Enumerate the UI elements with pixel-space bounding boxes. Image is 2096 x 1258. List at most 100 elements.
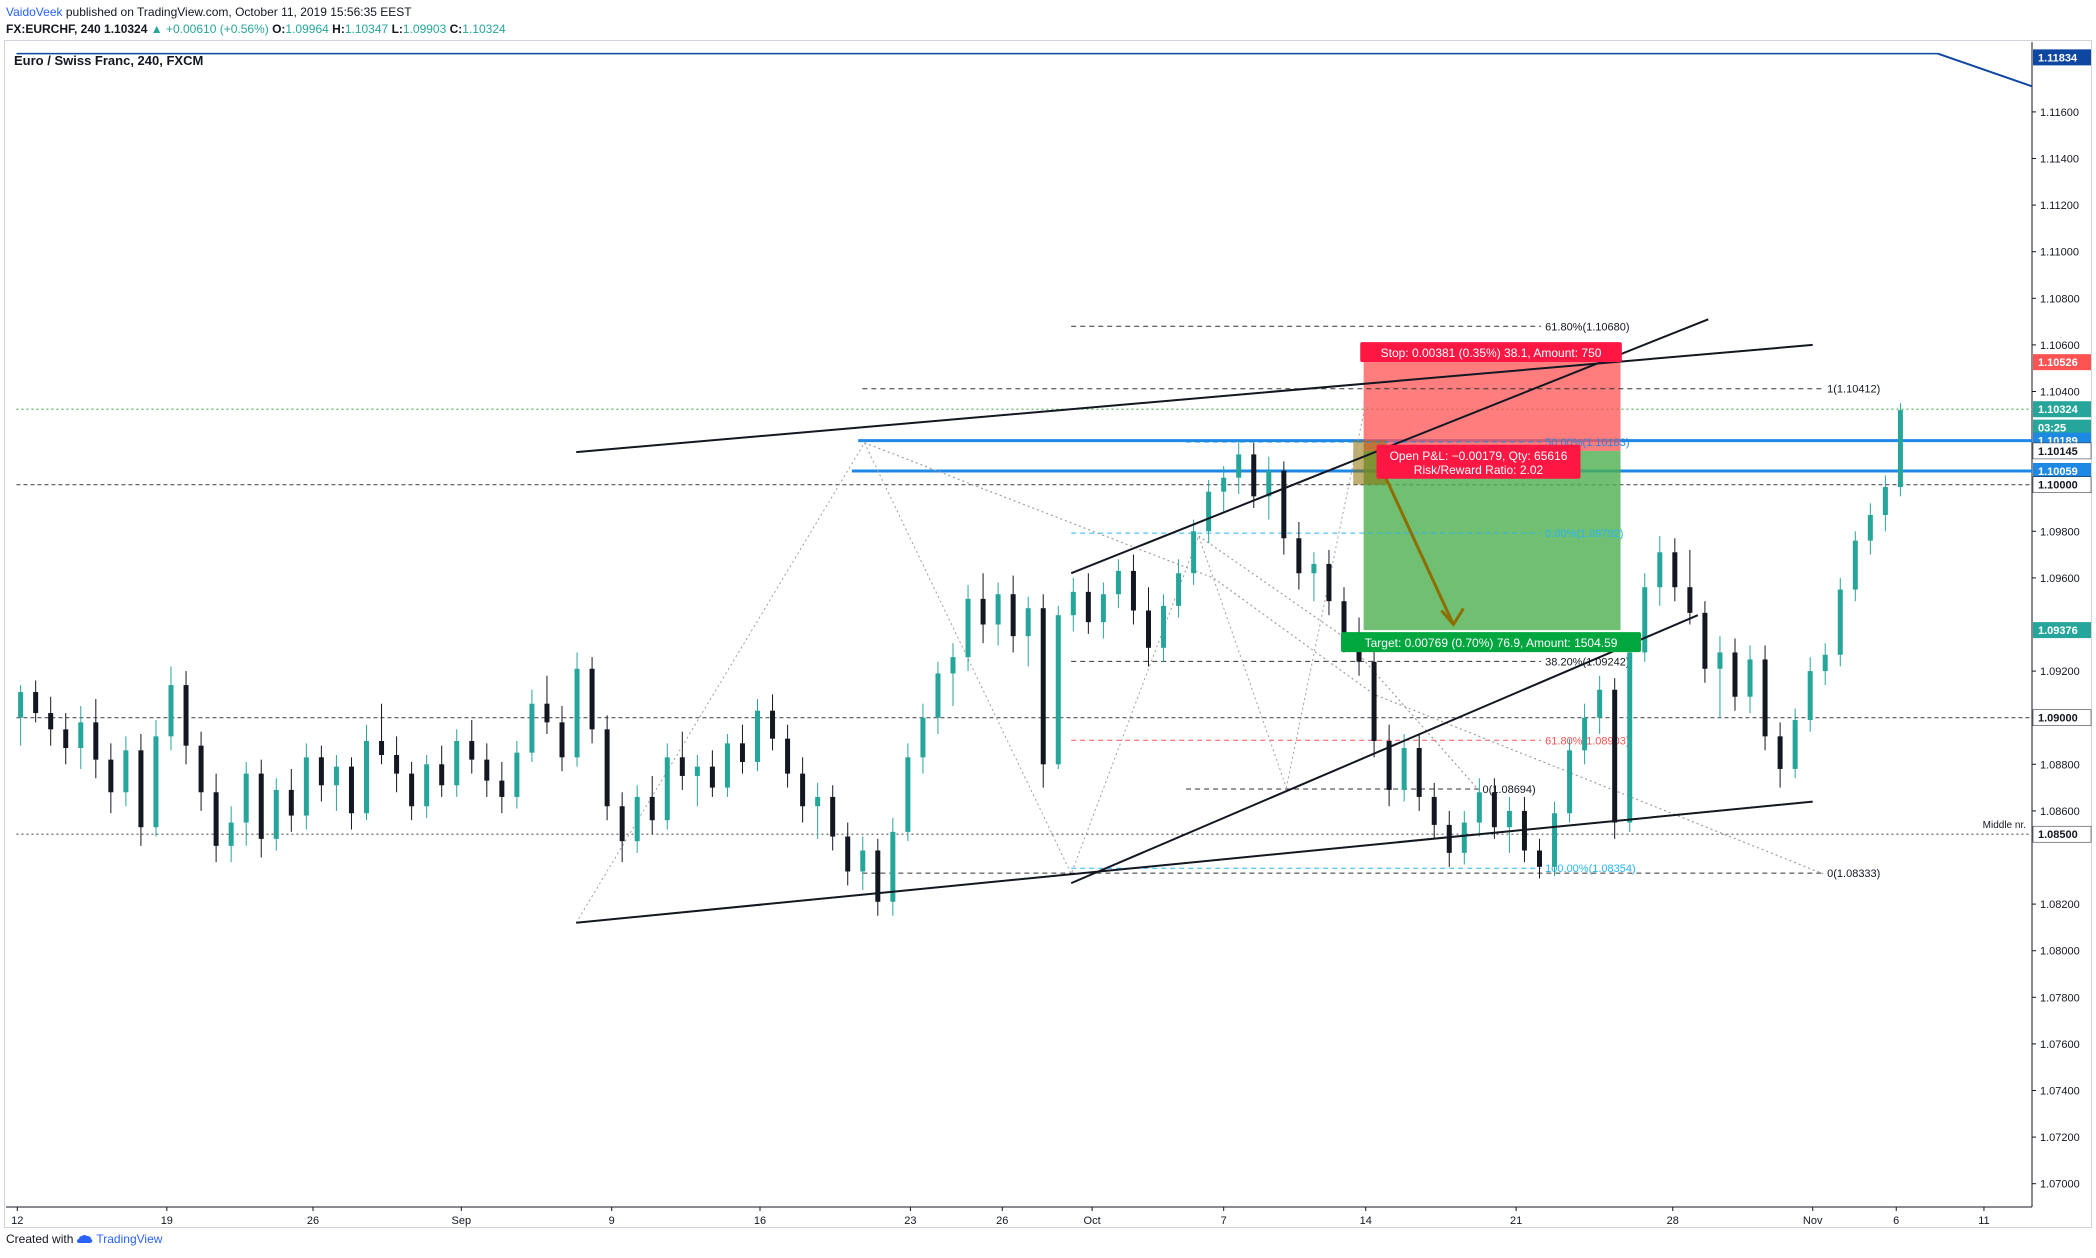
candle-body [1191, 531, 1197, 574]
candle-body [589, 668, 595, 730]
candle-body [1085, 591, 1091, 623]
candle-body [619, 806, 625, 842]
candle-body [1341, 601, 1347, 637]
time-tick-label: Sep [452, 1215, 472, 1227]
chart-frame[interactable] [4, 40, 2092, 1228]
fib-level-label: 100.00%(1.08354) [1545, 863, 1636, 875]
price-tag [2032, 709, 2092, 726]
candle-body [454, 741, 460, 786]
candle-body [243, 773, 249, 823]
trend-line [576, 343, 1813, 454]
candle-body [920, 717, 926, 758]
candle-body [168, 685, 174, 737]
price-tick-label: 1.11200 [2040, 200, 2079, 212]
price-tick-label: 1.08000 [2040, 946, 2080, 958]
price-tag-label: 1.10145 [2038, 446, 2078, 458]
candle-body [800, 773, 806, 807]
level-note: Middle nr. [1983, 820, 2026, 831]
time-tick-label: 6 [1893, 1215, 1899, 1227]
price-tick-label: 1.10400 [2040, 387, 2080, 399]
symbol-label: FX:EURCHF, 240 [6, 22, 101, 36]
candle-body [1100, 594, 1106, 623]
candle-body [1070, 591, 1076, 616]
candle-body [1552, 813, 1558, 867]
candle-body [1882, 487, 1888, 515]
price-tick-label: 1.08200 [2040, 899, 2080, 911]
fib-level-label: 0(1.08333) [1827, 868, 1880, 880]
candle-body [860, 850, 866, 872]
stop-label: Stop: 0.00381 (0.35%) 38.1, Amount: 750 [1381, 346, 1602, 360]
candle-body [754, 710, 760, 762]
candle-body [409, 773, 415, 807]
price-tick-label: 1.11400 [2040, 154, 2079, 166]
price-tag [2032, 825, 2092, 843]
forecast-arrowhead [1440, 607, 1465, 628]
candle-body [574, 668, 580, 758]
price-tag [2032, 476, 2092, 493]
candle-body [1326, 563, 1332, 602]
author-link[interactable]: VaidoVeek [6, 5, 63, 19]
tradingview-logo[interactable]: TradingView [77, 1232, 162, 1246]
candle-body [78, 722, 84, 748]
candle-body [1822, 654, 1828, 672]
candle-body [1055, 615, 1061, 765]
candle-body [875, 850, 881, 902]
candle-body [469, 741, 475, 760]
candle-body [1446, 824, 1452, 853]
candle-body [1221, 477, 1227, 492]
candle-body [18, 692, 24, 718]
price-tick-label: 1.11600 [2040, 107, 2079, 119]
candle-body [1476, 792, 1482, 823]
price-tick-label: 1.08800 [2040, 759, 2080, 771]
candle-body [258, 773, 264, 839]
candle-body [379, 741, 385, 755]
price-tag [2032, 442, 2092, 460]
candle-body [1732, 652, 1738, 697]
candle-body [980, 598, 986, 625]
price-tick-label: 1.09600 [2040, 573, 2080, 585]
price-tag-label: 1.08500 [2038, 829, 2078, 841]
stop-label-box [1360, 342, 1622, 363]
candle-body [484, 759, 490, 781]
time-tick-label: 14 [1360, 1215, 1372, 1227]
candle-body [739, 743, 745, 762]
price-tag-label: 1.10324 [2038, 404, 2079, 416]
candle-body [183, 685, 189, 746]
publish-header: VaidoVeek published on TradingView.com, … [6, 4, 506, 38]
time-tick-label: Nov [1803, 1215, 1823, 1227]
created-with-text: Created with [6, 1232, 74, 1246]
candle-body [138, 750, 144, 828]
candle-body [1266, 470, 1272, 497]
candle-body [1597, 689, 1603, 718]
candle-body [1371, 661, 1377, 741]
last-price: 1.10324 [104, 22, 148, 36]
price-chart[interactable]: 1.11600 1.11400 1.11200 1.11000 1.10800 1.106… [0, 0, 2096, 1232]
candle-body [905, 757, 911, 832]
time-tick-label: Oct [1084, 1215, 1101, 1227]
forecast-arrow [1378, 465, 1455, 626]
high-label: H: [332, 22, 345, 36]
candle-body [529, 703, 535, 753]
candle-body [93, 722, 99, 760]
low-label: L: [391, 22, 403, 36]
price-tick-label: 1.07600 [2040, 1039, 2080, 1051]
candle-body [1236, 454, 1242, 478]
candle-body [1040, 608, 1046, 765]
pnl-label: Risk/Reward Ratio: 2.02 [1414, 463, 1544, 477]
tradingview-cloud-icon [77, 1235, 93, 1243]
candle-body [303, 757, 309, 816]
time-tick-label: 11 [1978, 1215, 1989, 1227]
chart-title: Euro / Swiss Franc, 240, FXCM [14, 53, 204, 68]
pivot-path [575, 403, 1367, 923]
candle-body [1491, 792, 1497, 828]
pnl-label: Open P&L: −0.00179, Qty: 65616 [1390, 449, 1568, 463]
candle-body [1296, 538, 1302, 574]
candle-body [333, 766, 339, 786]
candle-body [830, 796, 836, 837]
candle-body [694, 766, 700, 776]
price-tick-label: 1.10600 [2040, 340, 2080, 352]
candle-body [1582, 717, 1588, 751]
trend-line [1070, 614, 1699, 885]
time-tick-label: 26 [996, 1215, 1008, 1227]
candle-body [123, 750, 129, 793]
